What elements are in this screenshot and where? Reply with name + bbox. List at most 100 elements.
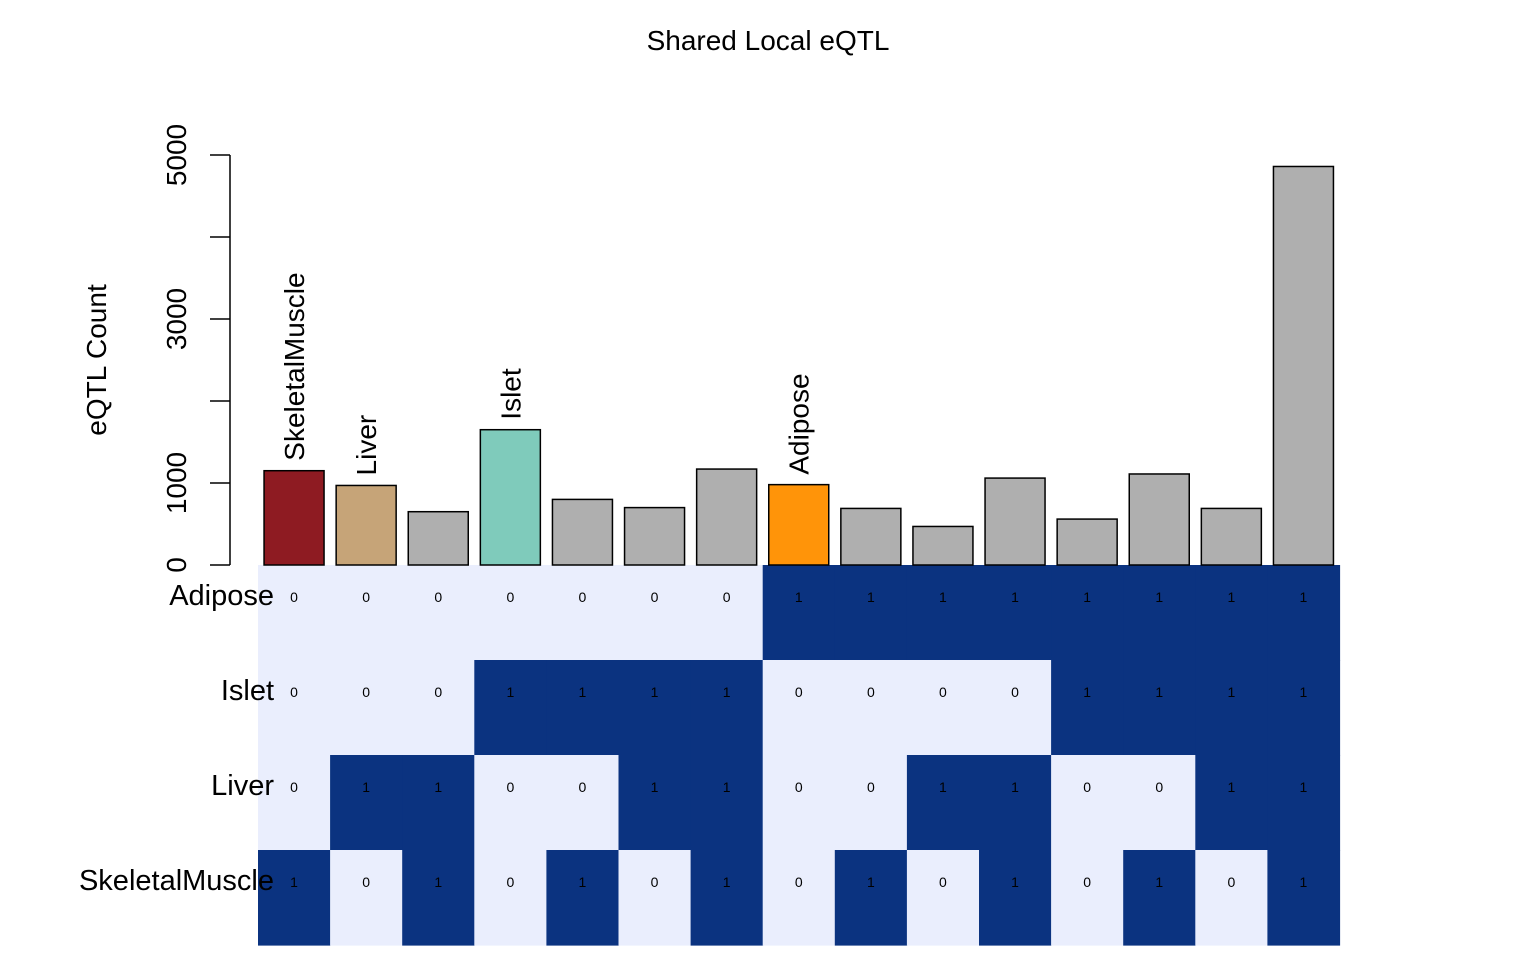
matrix-cell (979, 660, 1052, 756)
bar-label: Islet (495, 368, 526, 420)
matrix-cell (1195, 565, 1268, 661)
bar (768, 483, 830, 566)
matrix-cell-value: 0 (1011, 684, 1019, 700)
matrix-cell (1123, 850, 1196, 946)
bar (695, 468, 758, 566)
matrix-cell (906, 850, 980, 946)
chart-title: Shared Local eQTL (647, 25, 890, 56)
matrix-cell (979, 755, 1052, 851)
bar-label: SkeletalMuscle (279, 272, 310, 460)
bar (551, 498, 614, 566)
bar (912, 525, 974, 566)
matrix-cell-value: 1 (867, 874, 875, 890)
matrix-cell (1051, 565, 1124, 661)
matrix-cell-value: 0 (290, 779, 298, 795)
matrix-row-label: SkeletalMuscle (79, 865, 274, 897)
matrix-cell (474, 850, 547, 946)
matrix-cell (258, 660, 331, 756)
matrix-row-labels: Adipose Islet Liver SkeletalMuscle (79, 580, 274, 897)
bar (1128, 473, 1190, 566)
matrix-cell (834, 565, 908, 661)
matrix-cell (618, 565, 692, 661)
matrix-cell (906, 660, 980, 756)
matrix-cell-value: 0 (579, 779, 587, 795)
matrix-cell (1123, 660, 1196, 756)
matrix-cell-value: 0 (795, 874, 803, 890)
matrix-cell (618, 755, 692, 851)
matrix-cell-value: 1 (1011, 589, 1019, 605)
matrix-cell (834, 660, 908, 756)
matrix-cell (330, 755, 403, 851)
matrix-cell-value: 1 (1300, 874, 1308, 890)
matrix-cell (979, 850, 1052, 946)
matrix-cell-value: 0 (1083, 874, 1091, 890)
matrix-cell-value: 0 (795, 684, 803, 700)
matrix-cell (690, 850, 764, 946)
matrix-cell (834, 755, 908, 851)
matrix-cell (402, 755, 475, 851)
matrix-cell-value: 0 (506, 779, 514, 795)
matrix-cell (258, 850, 331, 946)
bar (1272, 165, 1335, 566)
matrix-cell (402, 565, 475, 661)
matrix-cell-value: 0 (651, 589, 659, 605)
matrix-cell (474, 755, 547, 851)
matrix-cell-value: 0 (579, 589, 587, 605)
matrix-cell-value: 1 (939, 779, 947, 795)
matrix-cell-value: 0 (723, 589, 731, 605)
matrix-cell-value: 1 (1155, 874, 1163, 890)
matrix-cell (330, 850, 403, 946)
bar (623, 506, 686, 566)
matrix-cell (402, 660, 475, 756)
y-tick-label: 3000 (161, 288, 192, 350)
bar (984, 477, 1046, 566)
matrix-cell (258, 565, 331, 661)
matrix-cell (690, 565, 764, 661)
matrix-cell (1195, 660, 1268, 756)
y-tick-label: 5000 (161, 124, 192, 186)
matrix-cell-value: 1 (723, 874, 731, 890)
matrix-cell-value: 1 (362, 779, 370, 795)
matrix-cell (762, 565, 836, 661)
matrix-cell-value: 1 (1227, 589, 1235, 605)
matrix-cell-value: 1 (723, 684, 731, 700)
matrix-cell (834, 850, 908, 946)
bar (407, 510, 469, 566)
matrix-row-label: Islet (221, 675, 274, 707)
matrix-cell (1195, 850, 1268, 946)
matrix-cell-value: 0 (867, 779, 875, 795)
matrix-cell-value: 0 (939, 684, 947, 700)
matrix-cell (762, 660, 836, 756)
matrix-cell-value: 1 (1300, 779, 1308, 795)
y-tick-label: 0 (161, 557, 192, 573)
matrix-cell-value: 1 (1011, 779, 1019, 795)
matrix-cell (1123, 565, 1196, 661)
matrix-cell-value: 1 (939, 589, 947, 605)
matrix-cell (1195, 755, 1268, 851)
bar (840, 507, 902, 566)
matrix-cell (906, 565, 980, 661)
y-axis: 0 1000 3000 5000 (161, 124, 231, 573)
matrix-cell (402, 850, 475, 946)
matrix-cell-value: 0 (362, 874, 370, 890)
matrix-cell-value: 0 (362, 684, 370, 700)
matrix-cell-value: 0 (506, 589, 514, 605)
matrix-cell-value: 0 (795, 779, 803, 795)
bar (479, 428, 542, 566)
matrix-cell-value: 0 (362, 589, 370, 605)
matrix-cell-value: 1 (1300, 684, 1308, 700)
matrix-cell (546, 565, 620, 661)
matrix-cell (474, 660, 547, 756)
matrix-cell (690, 755, 764, 851)
matrix-cell-value: 1 (290, 874, 298, 890)
matrix-cell-value: 1 (795, 589, 803, 605)
matrix-cell (474, 565, 547, 661)
matrix-cell (690, 660, 764, 756)
y-tick-label: 1000 (161, 452, 192, 514)
matrix-cell (1051, 755, 1124, 851)
matrix-cell (1051, 660, 1124, 756)
matrix-cell (546, 850, 620, 946)
matrix-cell (618, 850, 692, 946)
matrix-cell-value: 1 (1155, 589, 1163, 605)
matrix-cell-value: 1 (723, 779, 731, 795)
